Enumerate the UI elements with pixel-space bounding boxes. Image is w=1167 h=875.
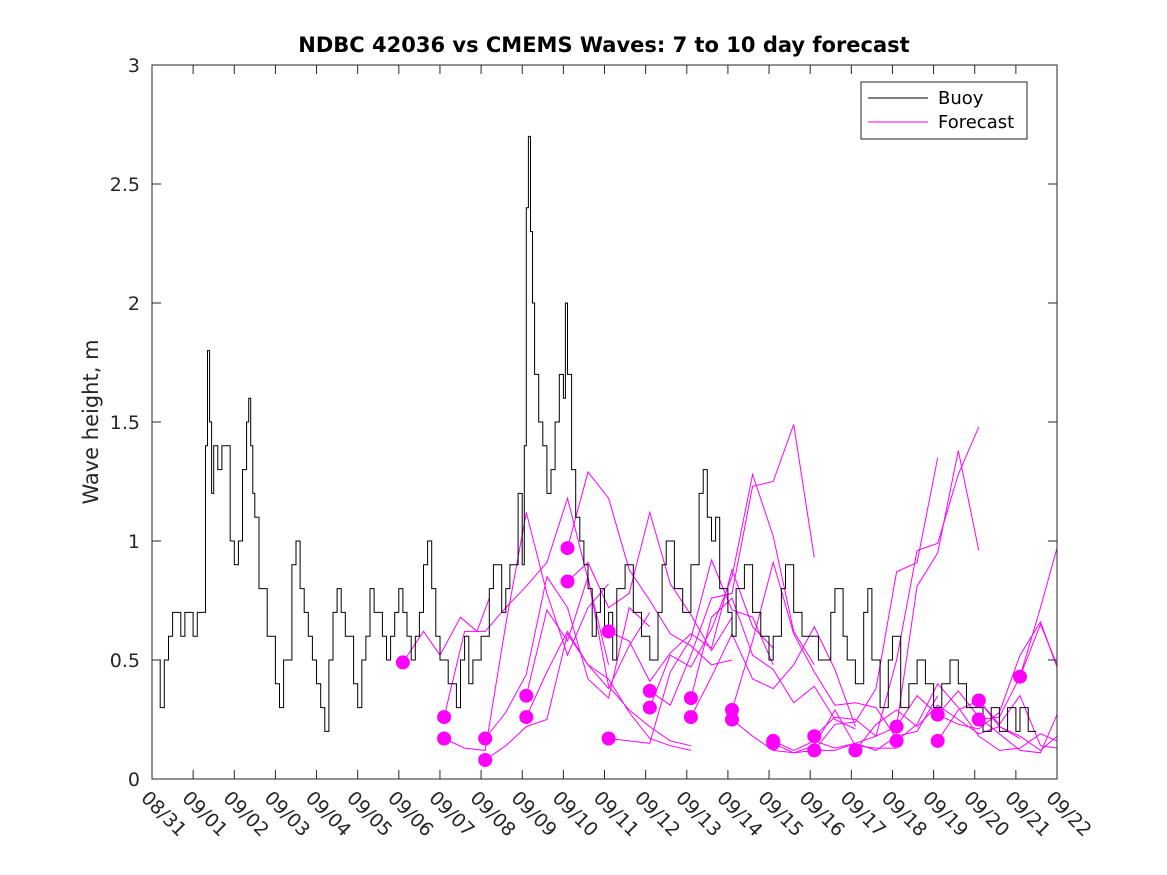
forecast-start-point xyxy=(930,733,945,748)
x-tick-label: 09/21 xyxy=(1000,787,1054,841)
forecast-start-point xyxy=(478,753,493,767)
buoy-line xyxy=(156,135,1037,732)
forecast-start-point xyxy=(519,710,534,725)
x-tick-label: 09/12 xyxy=(630,787,684,841)
x-tick-label: 09/08 xyxy=(466,787,520,841)
legend-box xyxy=(860,81,1028,140)
x-tick-label: 09/02 xyxy=(219,787,273,841)
y-tick-label: 3 xyxy=(128,55,140,77)
x-tick-label: 09/19 xyxy=(918,787,972,841)
forecast-line-15 xyxy=(690,625,856,727)
x-tick-label: 09/09 xyxy=(507,787,561,841)
forecast-line-29 xyxy=(1019,622,1058,677)
forecast-line-5 xyxy=(484,612,651,761)
forecast-start-point xyxy=(971,693,986,708)
y-tick-label: 0 xyxy=(128,769,140,791)
forecast-start-point xyxy=(519,688,534,703)
forecast-start-point xyxy=(560,574,575,589)
forecast-start-point xyxy=(807,743,822,758)
forecast-line-9 xyxy=(567,510,733,652)
forecast-line-13 xyxy=(649,472,815,708)
x-tick-label: 09/15 xyxy=(753,787,807,841)
forecast-start-point xyxy=(560,541,575,556)
x-tick-label: 09/07 xyxy=(424,787,478,841)
x-tick-label: 09/01 xyxy=(178,787,232,841)
forecast-start-point xyxy=(889,733,904,748)
y-ticks: 0 0.5 1 1.5 2 2.5 3 xyxy=(110,55,1057,791)
x-tick-label: 09/16 xyxy=(795,787,849,841)
plot-background xyxy=(152,65,1057,779)
y-tick-label: 1.5 xyxy=(110,412,140,434)
y-tick-label: 1 xyxy=(128,531,140,553)
forecast-start-point xyxy=(807,729,822,744)
x-tick-label: 09/14 xyxy=(712,787,766,841)
legend: Buoy Forecast xyxy=(860,81,1028,140)
forecast-start-point xyxy=(437,710,452,725)
plot-area xyxy=(152,65,1057,779)
forecast-line-19 xyxy=(772,457,939,754)
forecast-start-point xyxy=(601,731,616,746)
y-axis-label: Wave height, m xyxy=(79,339,103,504)
legend-buoy-label: Buoy xyxy=(938,88,984,109)
x-tick-label: 09/17 xyxy=(836,787,890,841)
x-tick-label: 09/22 xyxy=(1041,787,1095,841)
forecast-line-3 xyxy=(443,512,609,751)
forecast-start-point xyxy=(971,712,986,727)
forecast-line-1 xyxy=(402,597,490,663)
forecast-start-point xyxy=(683,710,698,725)
forecast-line-2 xyxy=(443,496,610,718)
forecast-line-16 xyxy=(731,560,898,739)
forecast-start-point xyxy=(437,731,452,746)
forecast-line-25 xyxy=(937,690,1058,754)
forecast-start-point xyxy=(601,624,616,639)
forecast-series-group xyxy=(402,424,1058,761)
y-tick-label: 2 xyxy=(128,293,140,315)
forecast-start-point xyxy=(725,712,739,727)
chart-title: NDBC 42036 vs CMEMS Waves: 7 to 10 day f… xyxy=(298,33,909,57)
forecast-line-11 xyxy=(608,558,774,744)
forecast-line-6 xyxy=(525,576,692,747)
forecast-line-7 xyxy=(525,630,692,751)
forecast-line-14 xyxy=(690,597,856,730)
forecast-line-8 xyxy=(567,470,733,666)
forecast-start-point xyxy=(766,736,781,751)
x-tick-label: 09/06 xyxy=(383,787,437,841)
x-tick-label: 09/11 xyxy=(589,787,643,841)
forecast-line-10 xyxy=(608,567,774,683)
forecast-line-22 xyxy=(855,704,1021,751)
forecast-start-markers xyxy=(395,541,1027,767)
forecast-start-point xyxy=(889,719,904,734)
x-tick-label: 09/04 xyxy=(301,787,355,841)
forecast-start-point xyxy=(683,691,698,706)
x-tick-label: 08/31 xyxy=(136,787,190,841)
buoy-series-group xyxy=(156,135,1037,732)
x-tick-label: 09/20 xyxy=(959,787,1013,841)
y-tick-label: 0.5 xyxy=(110,650,140,672)
forecast-line-24 xyxy=(896,682,1058,751)
forecast-start-point xyxy=(478,731,493,746)
x-tick-label: 09/10 xyxy=(548,787,602,841)
forecast-line-12 xyxy=(649,424,815,706)
forecast-line-21 xyxy=(814,426,980,751)
forecast-start-point xyxy=(642,683,657,698)
x-tick-label: 09/13 xyxy=(671,787,725,841)
forecast-start-point xyxy=(930,707,945,722)
forecast-start-point xyxy=(848,743,863,758)
forecast-line-23 xyxy=(896,620,1058,730)
x-tick-label: 09/05 xyxy=(342,787,396,841)
x-tick-label: 09/03 xyxy=(260,787,314,841)
forecast-start-point xyxy=(642,700,657,715)
x-tick-label: 09/18 xyxy=(877,787,931,841)
y-tick-label: 2.5 xyxy=(110,174,140,196)
forecast-start-point xyxy=(395,655,410,670)
forecast-start-point xyxy=(1013,669,1027,684)
legend-forecast-label: Forecast xyxy=(938,112,1014,133)
